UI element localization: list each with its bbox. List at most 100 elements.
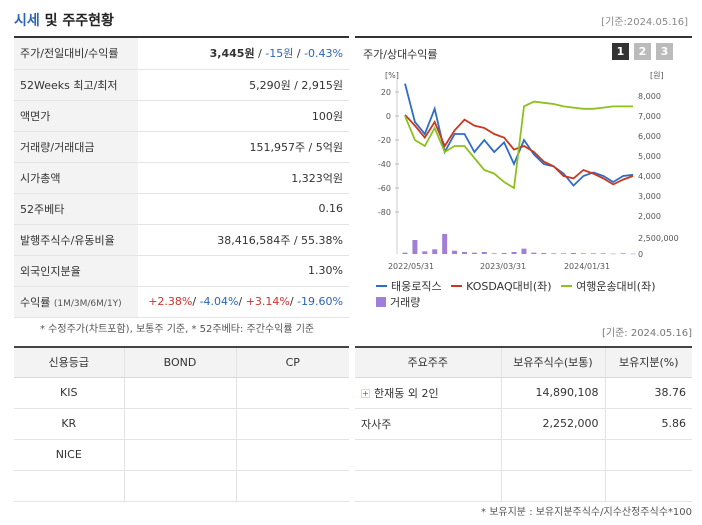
volume-bar	[590, 253, 596, 254]
price-chart: [%] [원] 20 0 -20 -40 -60 -80 8,000 7,000 6,000 5,…	[378, 71, 679, 271]
volume-bar	[452, 250, 458, 254]
volume-bar	[491, 253, 497, 254]
major-shareholders-table: 주요주주 보유주식수(보통) 보유지분(%) + 한재동 외 2인 14,890,…	[355, 346, 692, 502]
left-axis-tick-label: -80	[378, 208, 391, 217]
table-row: 자사주 2,252,000 5.86	[355, 408, 692, 440]
volume-bar	[561, 253, 567, 254]
reference-date-2: [기준: 2024.05.16]	[601, 328, 692, 339]
row-value: 0.16	[138, 193, 349, 225]
row-value: 38,416,584주 / 55.38%	[138, 224, 349, 256]
right-axis-tick-label: 6,000	[638, 132, 661, 141]
legend-item-stock: 태웅로직스	[376, 278, 442, 294]
volume-bar	[461, 252, 467, 254]
row-label: 거래량/거래대금	[14, 131, 138, 163]
return-1m: +2.38%	[148, 295, 193, 308]
left-axis-tick-label: 20	[381, 88, 391, 97]
market-info-table: 주가/전일대비/수익률 3,445원 / -15원 / -0.43% 52Wee…	[14, 38, 349, 318]
volume-bar	[501, 253, 507, 254]
volume-axis-tick-label: 0	[638, 250, 643, 259]
volume-bar	[531, 252, 537, 254]
chart-period-buttons: 1 2 3	[612, 43, 673, 60]
left-axis-tick-label: -40	[378, 160, 391, 169]
returns-value: +2.38%/ -4.04%/ +3.14%/ -19.60%	[138, 286, 349, 318]
table-cell	[123, 377, 236, 409]
row-label: 52Weeks 최고/최저	[14, 69, 138, 101]
x-axis-tick-label: 2023/03/31	[480, 262, 526, 271]
section-header: 시세 및 주주현황 [기준:2024.05.16]	[14, 10, 688, 30]
table-header-row: 주요주주 보유주식수(보통) 보유지분(%)	[355, 346, 692, 378]
chart-button-1[interactable]: 1	[612, 43, 629, 60]
expand-icon[interactable]: +	[361, 389, 370, 398]
table-row: 거래량/거래대금 151,957주 / 5억원	[14, 131, 349, 163]
legend-item-kosdaq: KOSDAQ대비(좌)	[451, 278, 552, 294]
right-axis-unit: [원]	[650, 71, 664, 80]
table-cell	[123, 439, 236, 471]
volume-bar	[412, 240, 418, 254]
table-header-row: 신용등급 BOND CP	[14, 346, 349, 378]
column-header: 신용등급	[14, 346, 124, 378]
table-row: 52주베타 0.16	[14, 193, 349, 225]
right-axis-tick-label: 4,000	[638, 172, 661, 181]
column-header: 보유지분(%)	[604, 346, 692, 378]
row-value: 5,290원 / 2,915원	[138, 69, 349, 101]
volume-bar	[580, 253, 586, 254]
divider	[355, 36, 692, 38]
chart-button-2[interactable]: 2	[634, 43, 651, 60]
table-row: 수익률 (1M/3M/6M/1Y) +2.38%/ -4.04%/ +3.14%…	[14, 286, 349, 318]
table-row: 외국인지분율 1.30%	[14, 255, 349, 287]
row-label: 발행주식수/유동비율	[14, 224, 138, 256]
left-axis-tick-label: -20	[378, 136, 391, 145]
legend-swatch	[376, 285, 387, 287]
returns-label: 수익률	[20, 295, 51, 309]
current-price: 3,445원	[209, 47, 255, 61]
returns-period-label: (1M/3M/6M/1Y)	[53, 298, 122, 309]
return-1y: -19.60%	[297, 295, 343, 308]
volume-bar	[481, 252, 487, 254]
right-axis-tick-label: 7,000	[638, 112, 661, 121]
volume-bar	[571, 253, 577, 254]
separator: /	[293, 47, 305, 61]
legend-label: KOSDAQ대비(좌)	[466, 280, 552, 293]
shareholder-name	[355, 439, 501, 471]
volume-bar	[620, 253, 626, 254]
table-cell	[235, 408, 349, 440]
left-axis-tick-label: -60	[378, 184, 391, 193]
volume-bar	[511, 252, 517, 254]
legend-swatch	[561, 285, 573, 287]
row-value: 1,323억원	[138, 162, 349, 194]
volume-bar	[521, 248, 527, 254]
table-cell: KR	[14, 408, 124, 440]
row-label: 주가/전일대비/수익률	[14, 38, 138, 70]
row-label: 시가총액	[14, 162, 138, 194]
section-title-holders: 및 주주현황	[39, 13, 114, 29]
row-label: 52주베타	[14, 193, 138, 225]
volume-bar	[402, 252, 408, 254]
shareholder-name[interactable]: + 한재동 외 2인	[355, 377, 501, 409]
table-row	[355, 470, 692, 502]
price-value: 3,445원 / -15원 / -0.43%	[138, 38, 349, 70]
legend-swatch	[376, 297, 386, 307]
return-6m: +3.14%	[245, 295, 290, 308]
volume-bar	[432, 249, 438, 254]
column-header: 주요주주	[355, 346, 501, 378]
volume-bar	[442, 234, 448, 254]
table-cell	[235, 470, 349, 502]
volume-bar	[630, 253, 636, 255]
chart-button-3[interactable]: 3	[656, 43, 673, 60]
right-axis-tick-label: 3,000	[638, 192, 661, 201]
x-axis-tick-label: 2022/05/31	[388, 262, 434, 271]
footnote: * 수정주가(차트포함), 보통주 기준, * 52주베타: 주간수익률 기준	[40, 324, 315, 335]
table-cell: KIS	[14, 377, 124, 409]
table-row: KR	[14, 408, 349, 440]
table-cell	[14, 470, 124, 502]
reference-date: [기준:2024.05.16]	[601, 17, 688, 28]
credit-rating-table: 신용등급 BOND CP KIS KR NICE	[14, 346, 349, 502]
table-row	[14, 470, 349, 502]
table-row: 주가/전일대비/수익률 3,445원 / -15원 / -0.43%	[14, 38, 349, 70]
table-cell	[123, 408, 236, 440]
divider	[14, 36, 349, 38]
price-change-rate: -0.43%	[304, 47, 343, 61]
table-row: KIS	[14, 377, 349, 409]
shares-held	[500, 470, 605, 502]
ownership-pct	[604, 439, 692, 471]
